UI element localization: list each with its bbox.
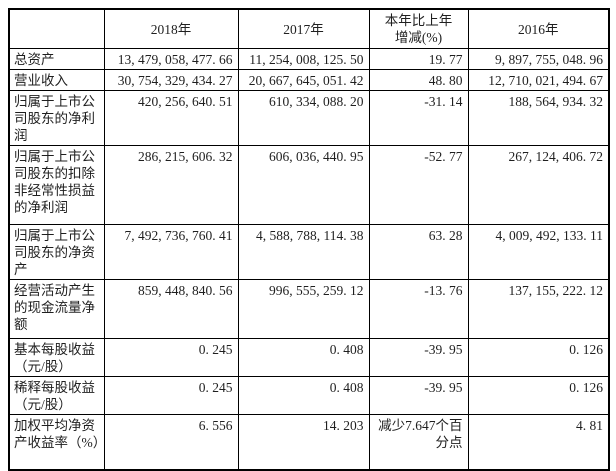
table-row-diluted-eps: 稀释每股收益（元/股） 0. 245 0. 408 -39. 95 0. 126 [8, 376, 610, 415]
header-cell-change-text: 本年比上年增减(%) [384, 13, 453, 45]
value-2018: 420, 256, 640. 51 [103, 90, 239, 146]
value-2016: 267, 124, 406. 72 [467, 145, 610, 225]
row-label: 经营活动产生的现金流量净额 [8, 279, 105, 339]
value-2016: 0. 126 [467, 338, 610, 377]
value-2018: 13, 479, 058, 477. 66 [103, 48, 239, 70]
value-2017: 610, 334, 088. 20 [237, 90, 370, 146]
value-2018: 286, 215, 606. 32 [103, 145, 239, 225]
value-2018: 30, 754, 329, 434. 27 [103, 69, 239, 91]
value-2016: 9, 897, 755, 048. 96 [467, 48, 610, 70]
value-change: 19. 77 [368, 48, 469, 70]
value-2016: 188, 564, 934. 32 [467, 90, 610, 146]
value-2016: 137, 155, 222. 12 [467, 279, 610, 339]
table-row-operating-revenue: 营业收入 30, 754, 329, 434. 27 20, 667, 645,… [8, 69, 610, 91]
value-change: 48. 80 [368, 69, 469, 91]
value-change: -39. 95 [368, 338, 469, 377]
header-cell-2018: 2018年 [103, 8, 239, 49]
value-2018: 7, 492, 736, 760. 41 [103, 224, 239, 280]
value-2017: 11, 254, 008, 125. 50 [237, 48, 370, 70]
row-label: 归属于上市公司股东的净利润 [8, 90, 105, 146]
row-label: 加权平均净资产收益率（%） [8, 414, 105, 470]
row-label: 营业收入 [8, 69, 105, 91]
value-2018: 859, 448, 840. 56 [103, 279, 239, 339]
financial-summary-table: 2018年 2017年 本年比上年增减(%) 2016年 总资产 13, 479… [8, 8, 610, 471]
header-cell-2017: 2017年 [237, 8, 370, 49]
value-change: -52. 77 [368, 145, 469, 225]
value-2017: 0. 408 [237, 376, 370, 415]
table-row-basic-eps: 基本每股收益（元/股） 0. 245 0. 408 -39. 95 0. 126 [8, 338, 610, 377]
value-2017: 20, 667, 645, 051. 42 [237, 69, 370, 91]
value-2017: 606, 036, 440. 95 [237, 145, 370, 225]
table-row-net-profit: 归属于上市公司股东的净利润 420, 256, 640. 51 610, 334… [8, 90, 610, 146]
value-2017: 4, 588, 788, 114. 38 [237, 224, 370, 280]
value-2018: 0. 245 [103, 376, 239, 415]
value-2016: 12, 710, 021, 494. 67 [467, 69, 610, 91]
value-2016: 0. 126 [467, 376, 610, 415]
value-2017: 0. 408 [237, 338, 370, 377]
table-row-total-assets: 总资产 13, 479, 058, 477. 66 11, 254, 008, … [8, 48, 610, 70]
row-label: 总资产 [8, 48, 105, 70]
table-row-net-profit-excl-nonrecurring: 归属于上市公司股东的扣除非经常性损益的净利润 286, 215, 606. 32… [8, 145, 610, 225]
value-change: 63. 28 [368, 224, 469, 280]
value-change: 减少7.647个百分点 [368, 414, 469, 470]
row-label: 归属于上市公司股东的净资产 [8, 224, 105, 280]
value-2018: 0. 245 [103, 338, 239, 377]
value-2018: 6. 556 [103, 414, 239, 470]
value-2017: 996, 555, 259. 12 [237, 279, 370, 339]
header-row: 2018年 2017年 本年比上年增减(%) 2016年 [8, 8, 610, 49]
row-label: 基本每股收益（元/股） [8, 338, 105, 377]
value-change: -13. 76 [368, 279, 469, 339]
row-label: 稀释每股收益（元/股） [8, 376, 105, 415]
table-row-net-assets: 归属于上市公司股东的净资产 7, 492, 736, 760. 41 4, 58… [8, 224, 610, 280]
header-cell-2016: 2016年 [467, 8, 610, 49]
header-cell-change: 本年比上年增减(%) [368, 8, 469, 49]
value-2016: 4, 009, 492, 133. 11 [467, 224, 610, 280]
table-row-operating-cash-flow: 经营活动产生的现金流量净额 859, 448, 840. 56 996, 555… [8, 279, 610, 339]
financial-summary-table-container: 2018年 2017年 本年比上年增减(%) 2016年 总资产 13, 479… [8, 8, 610, 471]
row-label: 归属于上市公司股东的扣除非经常性损益的净利润 [8, 145, 105, 225]
value-change: -31. 14 [368, 90, 469, 146]
value-2016: 4. 81 [467, 414, 610, 470]
table-row-weighted-avg-roe: 加权平均净资产收益率（%） 6. 556 14. 203 减少7.647个百分点… [8, 414, 610, 470]
value-2017: 14. 203 [237, 414, 370, 470]
header-cell-empty [8, 8, 105, 49]
value-change: -39. 95 [368, 376, 469, 415]
